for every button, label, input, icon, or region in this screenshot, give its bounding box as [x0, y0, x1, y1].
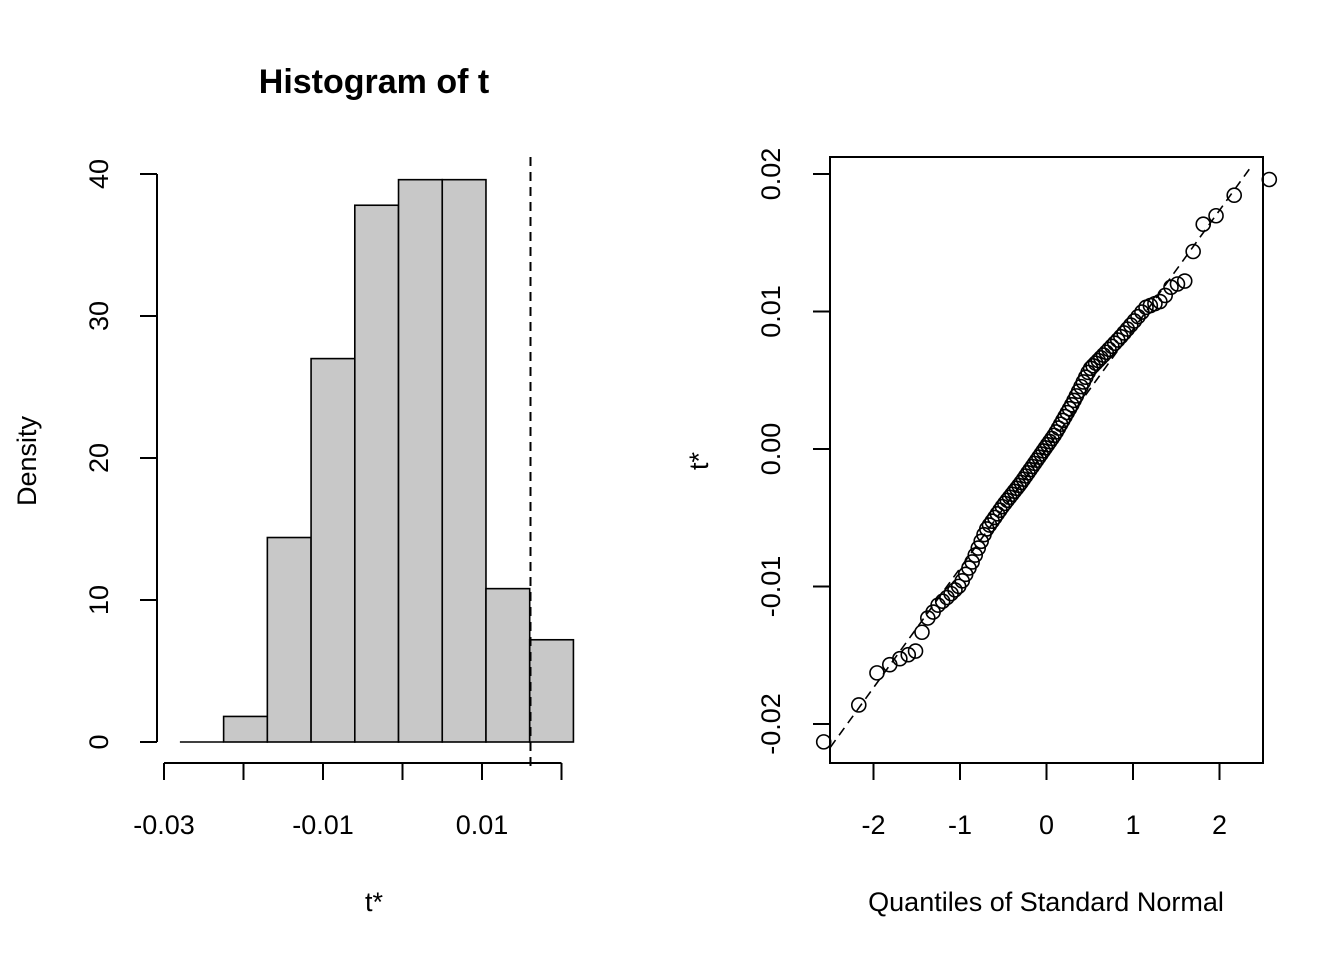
histogram-y-tick-label: 40	[84, 159, 114, 189]
qq-point	[1152, 293, 1168, 310]
qq-x-tick-label: 0	[1039, 810, 1054, 840]
qq-points	[815, 171, 1278, 750]
qq-point	[1169, 276, 1186, 292]
qq-point	[1048, 424, 1065, 440]
qq-point	[1055, 412, 1071, 429]
qq-x-axis: -2 -1 0 1 2	[861, 762, 1227, 840]
qq-point	[947, 582, 963, 598]
qq-point	[1226, 187, 1243, 204]
qq-point	[920, 610, 936, 626]
qq-point	[1052, 416, 1069, 433]
qq-point	[914, 624, 930, 641]
qq-point	[1087, 355, 1104, 371]
qq-point	[1195, 216, 1212, 233]
histogram-y-tick-label: 10	[84, 585, 114, 615]
qq-point	[1093, 350, 1109, 366]
histogram-x-label: t*	[365, 887, 384, 917]
qq-point	[869, 665, 885, 681]
qq-plot-frame	[829, 156, 1264, 764]
qq-point	[892, 650, 908, 667]
qq-point	[930, 597, 946, 613]
qq-point	[1098, 344, 1115, 361]
qq-point	[900, 646, 917, 663]
histogram-bar	[310, 357, 356, 743]
qq-point	[1176, 273, 1193, 289]
qq-point	[1095, 347, 1112, 363]
qq-point	[907, 643, 924, 659]
histogram-panel: Histogram of t -0.03 -0.01 0.01 010203040 …	[12, 63, 575, 917]
qq-point	[850, 697, 867, 713]
qq-point	[970, 540, 987, 556]
qq-point	[1059, 404, 1076, 421]
qq-point	[978, 521, 995, 537]
histogram-y-label: Density	[12, 415, 42, 506]
qq-point	[1261, 171, 1278, 188]
histogram-bar	[528, 638, 575, 743]
histogram-y-tick-label: 30	[84, 301, 114, 331]
qq-point	[934, 593, 951, 610]
qq-y-tick-label: -0.01	[756, 556, 786, 618]
qq-plot-panel: -2 -1 0 1 2 -0.02 -0.01 0.00 0.01 0.02 Quantiles…	[684, 148, 1278, 917]
histogram-bars	[179, 178, 575, 743]
histogram-x-axis: -0.03 -0.01 0.01	[133, 762, 563, 840]
qq-point	[1130, 308, 1146, 325]
histogram-bar	[222, 715, 269, 743]
qq-point	[967, 547, 984, 563]
qq-point	[1208, 207, 1224, 224]
histogram-title: Histogram of t	[259, 63, 489, 101]
qq-point	[1126, 313, 1143, 329]
qq-x-tick-label: -2	[861, 810, 885, 840]
qq-point	[1157, 287, 1173, 304]
qq-point	[939, 589, 955, 606]
qq-point	[815, 734, 832, 750]
qq-y-tick-label: 0.01	[756, 285, 786, 338]
qq-point	[1061, 400, 1078, 417]
histogram-x-tick-label: -0.01	[292, 810, 354, 840]
histogram-bar	[485, 587, 531, 743]
qq-point	[1090, 352, 1107, 369]
qq-x-tick-label: 1	[1125, 810, 1140, 840]
histogram-bar	[266, 536, 312, 743]
histogram-x-tick-label: -0.03	[133, 810, 195, 840]
qq-y-axis: -0.02 -0.01 0.00 0.01 0.02	[756, 148, 830, 755]
qq-y-tick-label: 0.02	[756, 148, 786, 201]
qq-point	[1185, 243, 1201, 260]
qq-point	[881, 656, 898, 673]
histogram-bar	[397, 178, 444, 743]
histogram-y-tick-label: 0	[84, 734, 114, 749]
qq-x-tick-label: -1	[948, 810, 972, 840]
qq-point	[1050, 420, 1067, 436]
qq-point	[964, 554, 980, 570]
histogram-y-axis: 0 10 20 30 40	[84, 159, 158, 750]
histogram-x-tick-label: 0.01	[456, 810, 509, 840]
qq-x-tick-label: 2	[1212, 810, 1227, 840]
qq-point	[1101, 341, 1117, 358]
histogram-y-tick-label: 20	[84, 443, 114, 473]
histogram-bar	[353, 204, 400, 743]
histogram-bar	[441, 178, 487, 743]
qq-y-label: t*	[684, 452, 714, 471]
qq-y-tick-label: -0.02	[756, 693, 786, 755]
qq-y-tick-label: 0.00	[756, 423, 786, 476]
qq-x-label: Quantiles of Standard Normal	[868, 887, 1224, 917]
qq-point	[1057, 408, 1073, 425]
